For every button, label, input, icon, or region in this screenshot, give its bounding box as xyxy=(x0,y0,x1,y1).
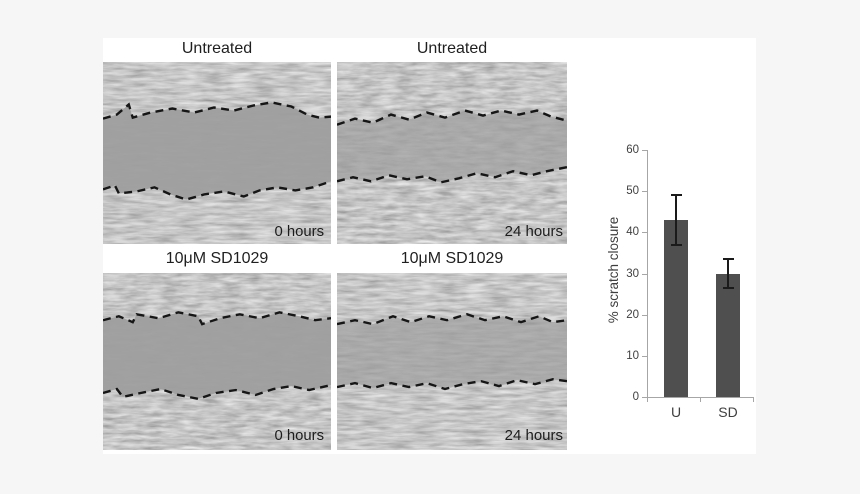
y-tick-mark xyxy=(642,397,647,398)
scratch-upper-edge-line xyxy=(337,109,567,126)
panel-title-sd1029-24h: 10μM SD1029 xyxy=(400,250,504,267)
y-tick-label-30: 30 xyxy=(626,267,639,280)
micrograph-untreated-0h: 0 hours xyxy=(103,62,331,244)
panel-title-untreated-0h: Untreated xyxy=(181,40,253,57)
y-tick-mark xyxy=(642,274,647,275)
panel-title-untreated-24h: Untreated xyxy=(416,40,488,57)
scratch-upper-edge-line xyxy=(103,101,331,120)
scratch-area xyxy=(103,102,331,200)
time-label: 0 hours xyxy=(275,223,325,240)
y-tick-label-60: 60 xyxy=(626,144,639,156)
error-cap-top xyxy=(722,258,734,261)
scratch-lower-edge-line xyxy=(103,180,331,201)
y-tick-mark xyxy=(642,356,647,357)
y-tick-label-50: 50 xyxy=(626,185,639,198)
y-axis-line xyxy=(647,150,648,398)
figure-white-panel: Untreated Untreated 10μM SD1029 10μM SD1… xyxy=(103,38,756,454)
y-tick-mark xyxy=(642,150,647,151)
y-tick-label-20: 20 xyxy=(626,308,639,321)
scratch-upper-edge-line xyxy=(337,313,567,326)
y-tick-mark xyxy=(642,191,647,192)
bar-SD xyxy=(716,273,740,397)
scratch-area xyxy=(103,312,331,399)
time-label: 0 hours xyxy=(275,428,325,444)
scratch-area xyxy=(337,314,567,390)
scratch-area xyxy=(337,110,567,183)
x-category-label-U: U xyxy=(670,404,682,420)
scratch-closure-bar-chart: % scratch closure 0 10 20 30 40 50 60 U SD xyxy=(103,38,756,454)
x-tick-mark xyxy=(647,397,648,402)
x-tick-mark xyxy=(753,397,754,402)
micrograph-sd1029-0h: 0 hours xyxy=(103,273,331,450)
error-cap-top xyxy=(670,194,682,197)
y-tick-label-40: 40 xyxy=(626,226,639,239)
y-tick-label-10: 10 xyxy=(626,349,639,362)
bar-U xyxy=(664,219,688,397)
x-category-label-SD: SD xyxy=(718,404,738,420)
y-tick-label-0: 0 xyxy=(632,391,639,403)
panel-title-sd1029-0h: 10μM SD1029 xyxy=(165,250,269,267)
micrograph-sd1029-24h: 24 hours xyxy=(337,273,567,450)
time-label: 24 hours xyxy=(505,223,563,240)
micrograph-untreated-24h: 24 hours xyxy=(337,62,567,244)
error-bar-U xyxy=(675,195,677,245)
error-cap-bottom xyxy=(722,286,734,289)
error-cap-bottom xyxy=(670,243,682,246)
time-label: 24 hours xyxy=(505,428,563,444)
y-tick-mark xyxy=(642,232,647,233)
y-tick-mark xyxy=(642,315,647,316)
scratch-upper-edge-line xyxy=(103,311,331,326)
scratch-lower-edge-line xyxy=(103,383,331,401)
error-bar-SD xyxy=(727,259,729,288)
x-tick-mark xyxy=(700,397,701,402)
